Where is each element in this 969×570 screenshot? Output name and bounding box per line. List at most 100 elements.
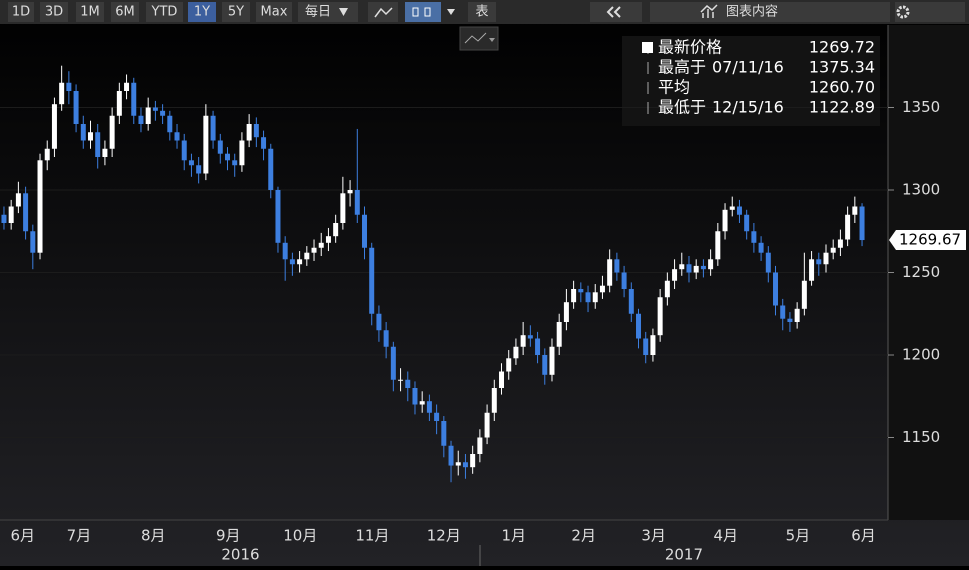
candle-body: [224, 153, 230, 161]
x-tick-label: 6月: [10, 527, 35, 545]
x-tick-label: 11月: [355, 527, 389, 545]
candle-body: [470, 454, 476, 468]
range-button[interactable]: [188, 2, 216, 22]
legend-value: 1122.89: [809, 98, 875, 117]
candle-body: [311, 247, 317, 253]
candle-body: [686, 264, 692, 273]
candle-body: [333, 223, 339, 237]
content-button[interactable]: [650, 2, 890, 22]
legend-date: 07/11/16: [712, 58, 784, 77]
x-tick-label: 2月: [571, 527, 596, 545]
candle-body: [1, 214, 7, 223]
candle-body: [491, 388, 497, 413]
frequency-label: 每日: [305, 4, 331, 20]
candle-body: [621, 272, 627, 289]
candle-body: [217, 140, 223, 154]
candle-body: [325, 236, 331, 243]
y-tick-label: 1150: [902, 428, 940, 446]
last-price-tag: [889, 230, 966, 251]
candle-body: [73, 91, 79, 124]
candle-body: [780, 305, 786, 319]
candle-body: [441, 421, 447, 446]
range-label: YTD: [151, 5, 178, 20]
candle-body: [210, 115, 216, 141]
candle-body: [715, 231, 721, 260]
x-tick-label: 7月: [67, 527, 92, 545]
candle-body: [354, 190, 360, 215]
frequency-button[interactable]: [298, 2, 358, 22]
candle-body: [124, 82, 130, 91]
range-button[interactable]: [8, 2, 34, 22]
candle-body: [773, 272, 779, 306]
content-icon: [700, 4, 718, 18]
candle-body: [181, 140, 187, 161]
candle-body: [239, 140, 245, 166]
candle-body: [859, 206, 865, 241]
range-button[interactable]: [76, 2, 104, 22]
candle-body: [837, 239, 843, 248]
candle-body: [636, 313, 642, 339]
candle-body: [196, 165, 202, 174]
candle-body: [549, 346, 555, 375]
range-button[interactable]: [222, 2, 250, 22]
candle-button[interactable]: [405, 2, 441, 22]
indicator-icon: [464, 32, 487, 44]
candle-body: [347, 190, 353, 194]
candle-body: [542, 355, 548, 375]
range-label: 5Y: [228, 5, 244, 20]
range-button[interactable]: [111, 2, 139, 22]
range-button[interactable]: [256, 2, 292, 22]
candle-body: [340, 193, 346, 223]
candle-body: [405, 379, 411, 388]
candle-body: [398, 379, 404, 381]
candle-body: [246, 124, 252, 141]
candle-body: [535, 338, 541, 355]
candle-body: [845, 214, 851, 240]
range-button[interactable]: [40, 2, 68, 22]
candle-body: [679, 264, 685, 270]
range-label: Max: [261, 5, 288, 20]
candle-body: [297, 259, 303, 265]
candle-body: [282, 242, 288, 260]
candle-body: [657, 297, 663, 336]
candle-body: [275, 190, 281, 243]
x-tick-label: 1月: [501, 527, 526, 545]
candle-body: [599, 285, 605, 293]
candle-body: [203, 115, 209, 174]
legend-name: 最低于: [658, 98, 706, 117]
candle-body: [708, 259, 714, 270]
table-button[interactable]: [468, 2, 496, 22]
legend-name: 平均: [658, 78, 690, 97]
candle-body: [455, 462, 461, 466]
candle-body: [578, 289, 584, 293]
dropdown-arrow: [447, 9, 455, 15]
candle-body: [318, 242, 324, 248]
candle-body: [362, 214, 368, 248]
candle-body: [87, 132, 93, 141]
candle-body: [758, 242, 764, 253]
candle-body: [830, 247, 836, 253]
last-price-label: 1269.67: [899, 231, 961, 249]
candle-body: [390, 346, 396, 380]
legend-value: 1375.34: [809, 58, 875, 77]
range-label: 3D: [45, 5, 63, 20]
candle-body: [744, 214, 750, 232]
candle-body: [261, 137, 267, 149]
x-tick-label: 9月: [216, 527, 241, 545]
year-label: 2016: [221, 546, 259, 564]
candle-body: [30, 231, 36, 253]
range-button[interactable]: [146, 2, 183, 22]
indicator-button[interactable]: [459, 26, 499, 51]
candle-body: [765, 252, 771, 273]
candle-body: [37, 160, 43, 253]
y-tick-label: 1250: [902, 263, 940, 281]
candle-icon: [424, 7, 431, 17]
candle-body: [145, 107, 151, 124]
candle-body: [816, 259, 822, 265]
candle-body: [109, 115, 115, 149]
candle-body: [138, 115, 144, 124]
settings-button[interactable]: [895, 2, 965, 22]
candle-body: [477, 437, 483, 454]
y-tick-label: 1350: [902, 98, 940, 116]
